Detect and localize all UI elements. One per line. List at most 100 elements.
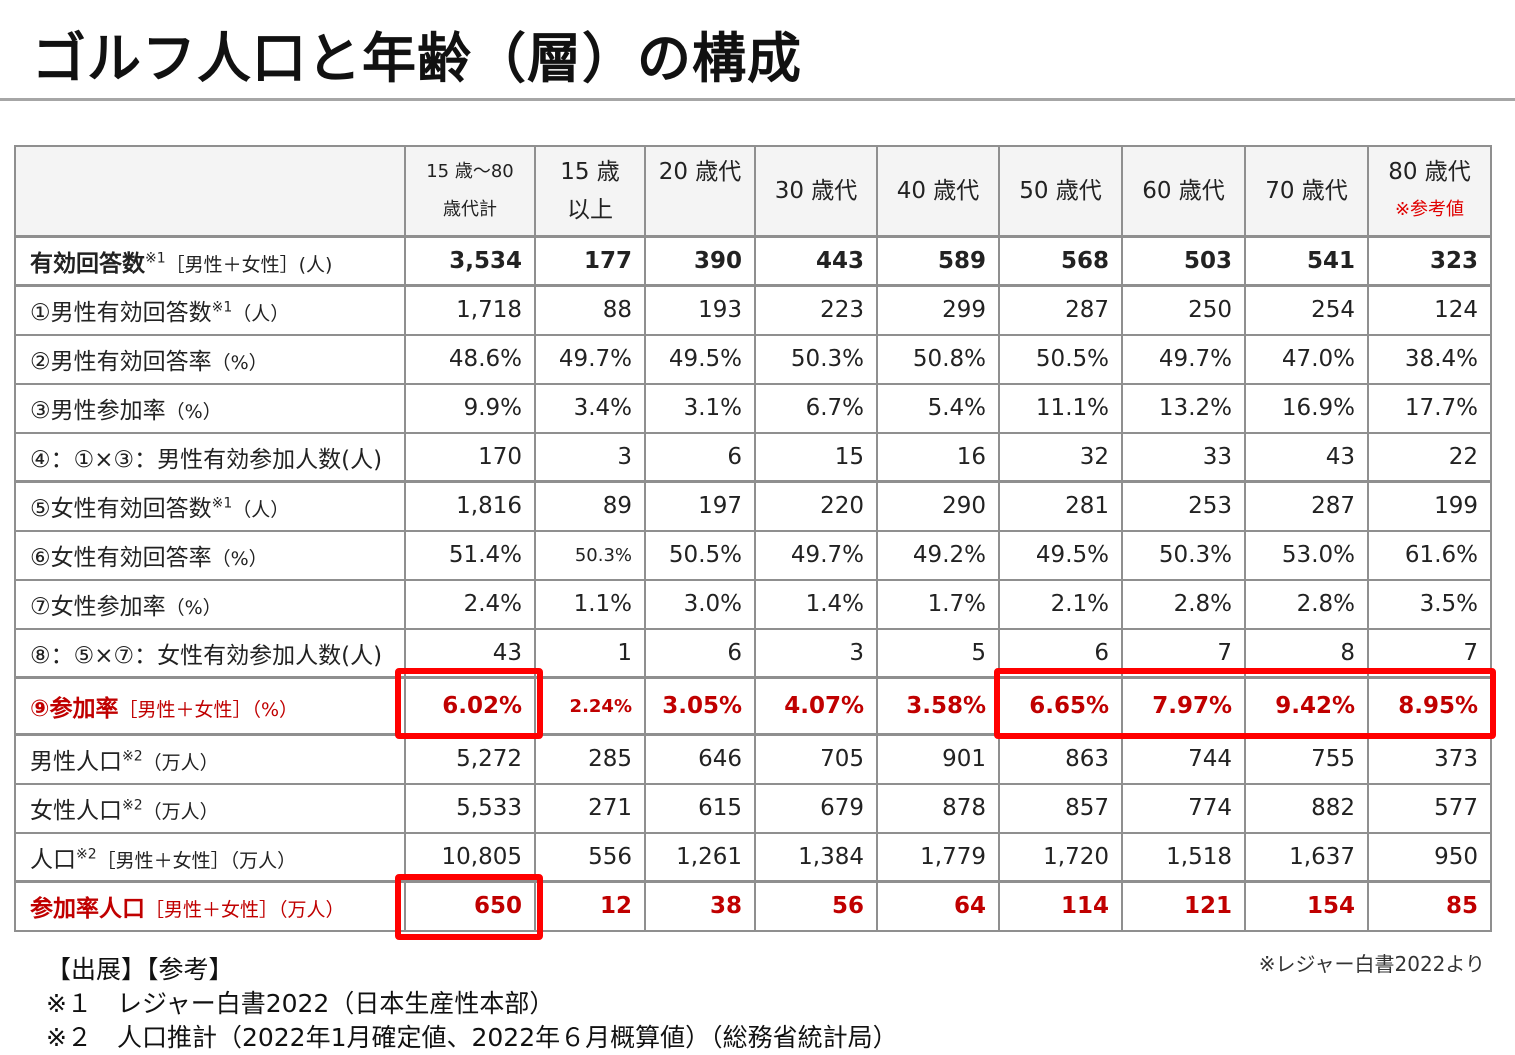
table-cell: 679	[754, 782, 878, 834]
header-line: 50 歳代	[1019, 178, 1102, 204]
table-cell: 5	[876, 627, 1000, 679]
table-cell: 38	[644, 880, 756, 932]
row-label: ⑨参加率［男性＋女性］（%）	[14, 676, 406, 736]
table-cell: 38.4%	[1367, 333, 1492, 385]
table-cell: 1,518	[1121, 831, 1246, 883]
table-cell: 281	[998, 480, 1123, 532]
table-cell: 50.3%	[1121, 529, 1246, 581]
table-cell: 1,384	[754, 831, 878, 883]
table-cell: 114	[998, 880, 1123, 932]
row-label-unit: ［男性＋女性］（%）	[118, 699, 299, 721]
table-row: 有効回答数※1［男性＋女性］(人) 3,534 177 390 443 589 568 503…	[14, 235, 1492, 287]
table-cell: 154	[1244, 880, 1369, 932]
table-cell: 220	[754, 480, 878, 532]
table-cell: 650	[404, 880, 536, 932]
row-label-footnote: ※2	[122, 797, 143, 814]
table-cell: 51.4%	[404, 529, 536, 581]
table-cell: 49.5%	[998, 529, 1123, 581]
table-cell: 22	[1367, 431, 1492, 483]
table-cell: 541	[1244, 235, 1369, 287]
table-cell: 271	[534, 782, 646, 834]
table-cell: 56	[754, 880, 878, 932]
table-cell: 744	[1121, 733, 1246, 785]
row-label-unit: （人）	[232, 303, 290, 326]
table-cell: 568	[998, 235, 1123, 287]
table-cell: 3	[534, 431, 646, 483]
note-2: ※２ 人口推計（2022年1月確定値、2022年６月概算値）（総務省統計局）	[46, 1023, 898, 1052]
table-cell: 85	[1367, 880, 1492, 932]
table-cell: 5,272	[404, 733, 536, 785]
page-title: ゴルフ人口と年齢（層）の構成	[32, 27, 802, 90]
table-cell: 3,534	[404, 235, 536, 287]
table-cell: 3.0%	[644, 578, 756, 630]
row-label-unit: （%）	[211, 352, 268, 374]
table-cell: 16.9%	[1244, 382, 1369, 434]
table-cell: 43	[1244, 431, 1369, 483]
table-cell: 50.3%	[534, 529, 646, 581]
row-label-unit: （万人）	[142, 752, 219, 775]
header-total: 15 歳～80 歳代計	[404, 145, 536, 238]
table-cell: 33	[1121, 431, 1246, 483]
row-label: ⑤女性有効回答数※1（人）	[14, 480, 406, 532]
table-cell: 705	[754, 733, 878, 785]
note-1: ※１ レジャー白書2022（日本生産性本部）	[46, 989, 555, 1018]
header-40s: 40 歳代	[876, 145, 1000, 238]
table-cell: 64	[876, 880, 1000, 932]
table-cell: 48.6%	[404, 333, 536, 385]
table-cell: 12	[534, 880, 646, 932]
header-line: 40 歳代	[896, 178, 980, 204]
table-cell: 6.7%	[754, 382, 878, 434]
table-cell: 615	[644, 782, 756, 834]
row-label-footnote: ※1	[145, 250, 166, 267]
table-cell: 1,720	[998, 831, 1123, 883]
table-cell: 61.6%	[1367, 529, 1492, 581]
table-cell: 49.7%	[1121, 333, 1246, 385]
table-cell: 170	[404, 431, 536, 483]
table-row: ⑦女性参加率（%） 2.4% 1.1% 3.0% 1.4% 1.7% 2.1% 2.8% 2.8…	[14, 578, 1492, 630]
table-cell: 373	[1367, 733, 1492, 785]
header-line: 歳代計	[443, 199, 497, 220]
table-cell: 3.1%	[644, 382, 756, 434]
table-cell: 121	[1121, 880, 1246, 932]
row-label-unit: ［男性＋女性］（万人）	[96, 849, 297, 872]
table-cell: 53.0%	[1244, 529, 1369, 581]
table-cell: 49.7%	[754, 529, 878, 581]
row-label-text: ③男性参加率	[30, 398, 166, 424]
table-cell: 6.65%	[998, 676, 1123, 736]
row-label-text: ②男性有効回答率	[30, 349, 212, 375]
row-label-text: ⑥女性有効回答率	[30, 545, 212, 571]
table-cell: 199	[1367, 480, 1492, 532]
table-cell: 50.5%	[644, 529, 756, 581]
table-cell: 577	[1367, 782, 1492, 834]
table-cell: 13.2%	[1121, 382, 1246, 434]
row-label-unit: （万人）	[142, 801, 219, 823]
table-cell: 3	[754, 627, 878, 679]
table-cell: 47.0%	[1244, 333, 1369, 385]
table-cell: 223	[754, 284, 878, 336]
header-line: 15 歳	[560, 159, 620, 185]
table-row: 男性人口※2（万人） 5,272 285 646 705 901 863 744 755 373	[14, 733, 1492, 785]
table-cell: 254	[1244, 284, 1369, 336]
table-cell: 49.7%	[534, 333, 646, 385]
row-label-text: ⑦女性参加率	[30, 594, 166, 620]
row-label-unit: （%）	[211, 548, 268, 570]
table-row: ⑨参加率［男性＋女性］（%） 6.02% 2.24% 3.05% 4.07% 3.58% 6…	[14, 676, 1492, 736]
table-cell: 390	[644, 235, 756, 287]
row-label: ⑧：⑤×⑦：女性有効参加人数(人)	[14, 627, 406, 679]
table-row: ⑤女性有効回答数※1（人） 1,816 89 197 220 290 281 253 287 19…	[14, 480, 1492, 532]
header-line: 70 歳代	[1265, 178, 1348, 204]
table-cell: 1,779	[876, 831, 1000, 883]
table-row: ②男性有効回答率（%） 48.6% 49.7% 49.5% 50.3% 50.8% 50.5…	[14, 333, 1492, 385]
table-cell: 1.7%	[876, 578, 1000, 630]
table-cell: 17.7%	[1367, 382, 1492, 434]
row-label-text: ⑧：⑤×⑦：女性有効参加人数(人)	[30, 642, 383, 669]
highlight-box-total-rate	[395, 668, 543, 739]
table-row: 参加率人口［男性＋女性］（万人） 650 12 38 56 64 114 121 154 85	[14, 880, 1492, 932]
header-line: 15 歳～80	[426, 161, 514, 182]
table-cell: 4.07%	[754, 676, 878, 736]
table-row: ③男性参加率（%） 9.9% 3.4% 3.1% 6.7% 5.4% 11.1% 13.2% 1…	[14, 382, 1492, 434]
table-cell: 15	[754, 431, 878, 483]
header-line: 80 歳代	[1388, 159, 1471, 185]
table-cell: 950	[1367, 831, 1492, 883]
header-20s: 20 歳代	[644, 145, 756, 238]
